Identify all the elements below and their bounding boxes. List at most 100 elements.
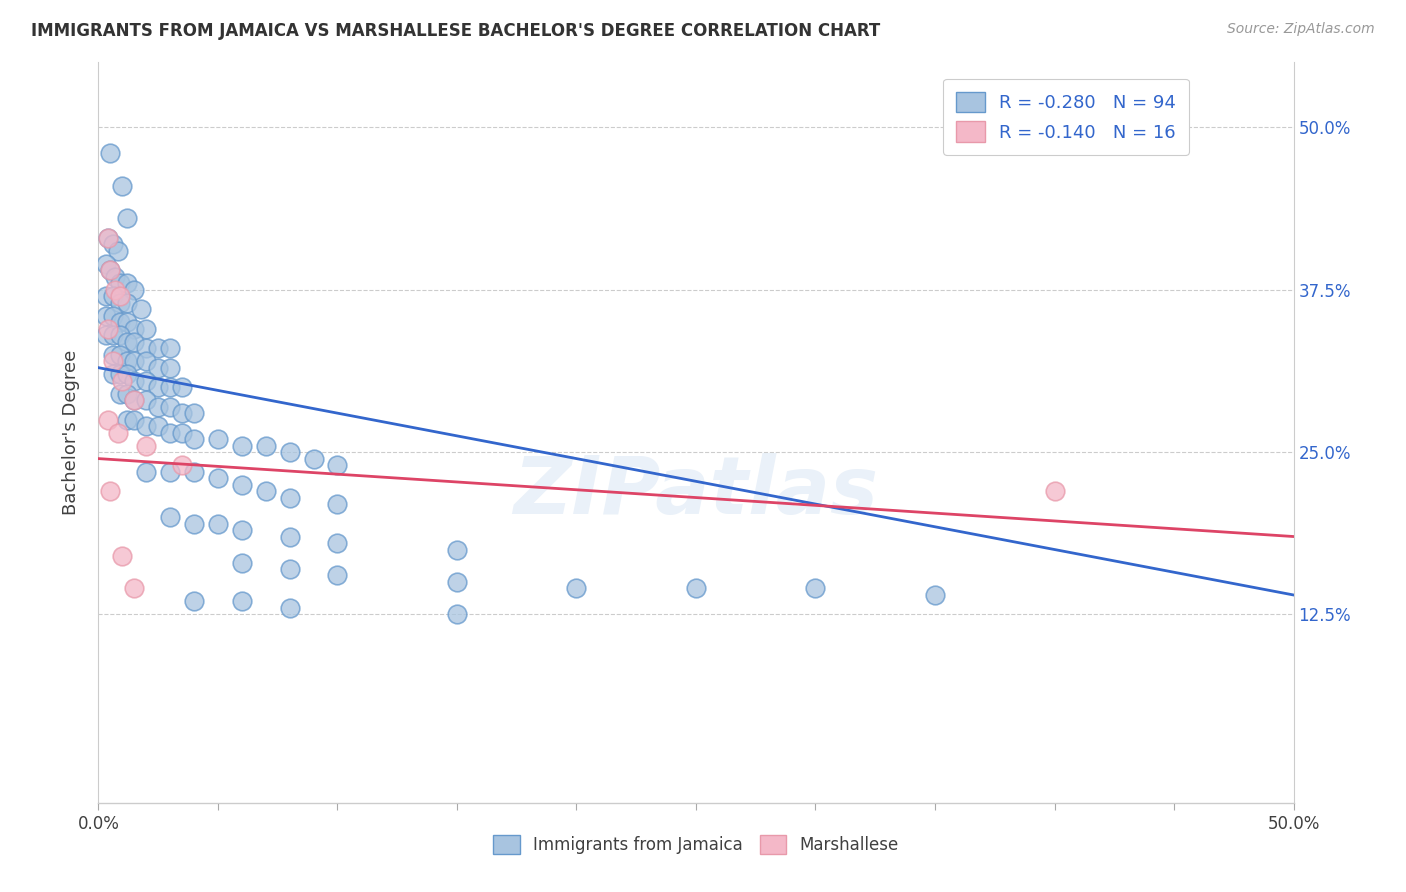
Point: [148, 380, 170, 394]
Point: [115, 386, 138, 401]
Point: [115, 277, 138, 291]
Point: [159, 360, 181, 375]
Point: [115, 367, 138, 381]
Point: [278, 445, 301, 459]
Point: [135, 419, 157, 434]
Point: [685, 582, 707, 596]
Point: [924, 588, 946, 602]
Point: [148, 341, 170, 355]
Point: [159, 341, 181, 355]
Point: [115, 315, 138, 329]
Point: [101, 348, 124, 362]
Point: [124, 393, 146, 408]
Text: Source: ZipAtlas.com: Source: ZipAtlas.com: [1227, 22, 1375, 37]
Point: [94, 309, 117, 323]
Point: [278, 601, 301, 615]
Point: [302, 451, 325, 466]
Point: [101, 289, 124, 303]
Point: [326, 497, 349, 511]
Point: [108, 328, 131, 343]
Text: ZIPatlas: ZIPatlas: [513, 453, 879, 531]
Point: [124, 334, 146, 349]
Point: [111, 374, 134, 388]
Point: [135, 322, 157, 336]
Point: [104, 269, 127, 284]
Point: [124, 412, 146, 426]
Point: [115, 354, 138, 368]
Point: [124, 393, 146, 408]
Point: [183, 465, 205, 479]
Point: [135, 439, 157, 453]
Point: [148, 400, 170, 414]
Point: [159, 380, 181, 394]
Point: [231, 594, 253, 608]
Point: [115, 412, 138, 426]
Point: [131, 302, 153, 317]
Point: [135, 465, 157, 479]
Point: [94, 257, 117, 271]
Point: [148, 360, 170, 375]
Point: [278, 491, 301, 505]
Point: [101, 354, 124, 368]
Point: [159, 510, 181, 524]
Point: [108, 315, 131, 329]
Point: [231, 523, 253, 537]
Point: [108, 348, 131, 362]
Point: [115, 334, 138, 349]
Point: [101, 237, 124, 252]
Point: [254, 439, 277, 453]
Point: [183, 516, 205, 531]
Point: [278, 562, 301, 576]
Point: [108, 386, 131, 401]
Point: [172, 380, 194, 394]
Point: [135, 374, 157, 388]
Point: [231, 556, 253, 570]
Point: [101, 328, 124, 343]
Point: [135, 354, 157, 368]
Point: [97, 231, 120, 245]
Y-axis label: Bachelor's Degree: Bachelor's Degree: [62, 350, 80, 516]
Point: [97, 412, 120, 426]
Point: [278, 529, 301, 543]
Point: [124, 582, 146, 596]
Point: [108, 277, 131, 291]
Point: [159, 465, 181, 479]
Point: [159, 400, 181, 414]
Point: [183, 406, 205, 420]
Point: [1043, 484, 1066, 499]
Point: [111, 549, 134, 563]
Point: [98, 263, 122, 277]
Point: [108, 367, 131, 381]
Point: [446, 542, 468, 557]
Point: [98, 146, 122, 161]
Point: [183, 594, 205, 608]
Point: [124, 354, 146, 368]
Point: [135, 341, 157, 355]
Point: [94, 328, 117, 343]
Point: [124, 322, 146, 336]
Point: [183, 432, 205, 446]
Point: [107, 425, 129, 440]
Point: [101, 367, 124, 381]
Point: [326, 458, 349, 472]
Point: [804, 582, 827, 596]
Point: [172, 458, 194, 472]
Point: [135, 393, 157, 408]
Point: [446, 574, 468, 589]
Point: [565, 582, 588, 596]
Text: IMMIGRANTS FROM JAMAICA VS MARSHALLESE BACHELOR'S DEGREE CORRELATION CHART: IMMIGRANTS FROM JAMAICA VS MARSHALLESE B…: [31, 22, 880, 40]
Legend: Immigrants from Jamaica, Marshallese: Immigrants from Jamaica, Marshallese: [486, 829, 905, 861]
Point: [124, 283, 146, 297]
Point: [104, 283, 127, 297]
Point: [231, 439, 253, 453]
Point: [115, 211, 138, 226]
Point: [97, 231, 120, 245]
Point: [98, 484, 122, 499]
Point: [172, 425, 194, 440]
Point: [446, 607, 468, 622]
Point: [107, 244, 129, 258]
Point: [207, 432, 229, 446]
Point: [207, 516, 229, 531]
Point: [159, 425, 181, 440]
Point: [98, 263, 122, 277]
